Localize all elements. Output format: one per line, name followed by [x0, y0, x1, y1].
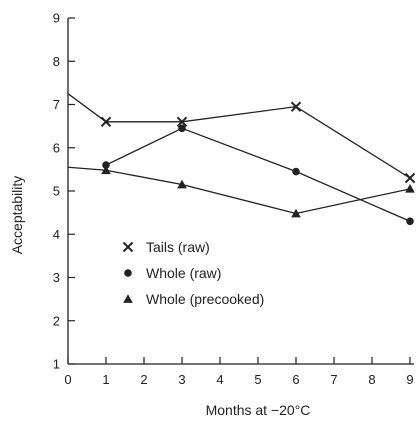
y-tick-label: 1 — [53, 357, 60, 372]
y-tick-label: 2 — [53, 313, 60, 328]
y-tick-label: 5 — [53, 184, 60, 199]
data-point — [176, 116, 188, 128]
legend-label: Tails (raw) — [146, 239, 210, 255]
data-point — [404, 172, 416, 184]
x-tick-label: 1 — [102, 372, 109, 387]
series-x — [68, 93, 416, 184]
series-line — [68, 93, 411, 179]
legend-marker — [123, 294, 133, 303]
legend: Tails (raw) Whole (raw) Whole (precooked) — [122, 239, 264, 307]
data-point — [177, 179, 187, 189]
y-tick-label: 9 — [53, 11, 60, 26]
y-tick-label: 4 — [53, 227, 60, 242]
legend-marker — [122, 241, 134, 253]
data-point — [405, 184, 415, 193]
x-tick-label: 6 — [292, 372, 299, 387]
y-tick-label: 7 — [53, 97, 60, 112]
data-point — [406, 217, 414, 226]
data-point — [178, 124, 186, 133]
series-triangle — [68, 165, 415, 218]
y-axis-title: Acceptability — [9, 176, 25, 255]
series-line — [68, 166, 411, 215]
data-point — [291, 208, 301, 218]
series-layer — [68, 93, 416, 226]
x-tick-label: 7 — [330, 372, 337, 387]
series-circle — [102, 124, 414, 226]
x-tick-label: 0 — [64, 372, 71, 387]
x-tick-label: 3 — [178, 372, 185, 387]
data-point — [102, 161, 110, 169]
legend-label: Whole (raw) — [146, 265, 221, 281]
data-point — [292, 167, 300, 176]
x-tick-label: 4 — [216, 372, 223, 387]
data-point — [290, 101, 302, 112]
y-tick-label: 3 — [53, 270, 60, 285]
series-line — [105, 127, 411, 222]
y-tick-label: 8 — [53, 54, 60, 69]
data-point — [101, 165, 111, 175]
x-tick-label: 9 — [406, 372, 413, 387]
legend-marker — [124, 269, 132, 277]
x-tick-label: 8 — [368, 372, 375, 387]
y-tick-label: 6 — [53, 140, 60, 155]
x-tick-label: 5 — [254, 372, 261, 387]
data-point — [100, 116, 112, 128]
legend-label: Whole (precooked) — [146, 291, 264, 307]
x-axis-title: Months at −20°C — [206, 402, 311, 418]
x-tick-label: 2 — [140, 372, 147, 387]
